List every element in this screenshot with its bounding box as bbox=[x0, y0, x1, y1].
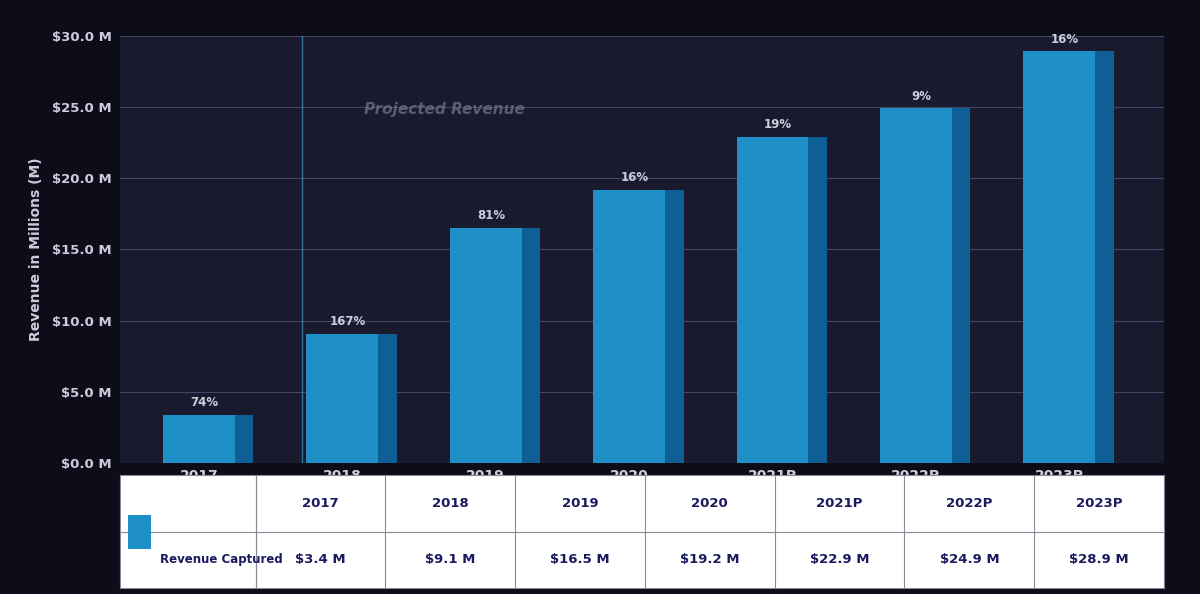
Text: Revenue Captured: Revenue Captured bbox=[160, 554, 282, 566]
Bar bbox=[306, 334, 378, 463]
Bar bbox=[450, 228, 522, 463]
Text: 81%: 81% bbox=[478, 210, 505, 222]
Polygon shape bbox=[952, 108, 971, 463]
Bar bbox=[880, 108, 952, 463]
Text: 9%: 9% bbox=[912, 90, 931, 103]
Polygon shape bbox=[522, 228, 540, 463]
Bar bbox=[1024, 51, 1096, 463]
Text: $24.9 M: $24.9 M bbox=[940, 554, 1000, 566]
Text: 2018: 2018 bbox=[432, 497, 469, 510]
Text: $22.9 M: $22.9 M bbox=[810, 554, 869, 566]
Text: 2021P: 2021P bbox=[816, 497, 863, 510]
Text: 74%: 74% bbox=[191, 396, 218, 409]
Polygon shape bbox=[378, 334, 397, 463]
Text: 16%: 16% bbox=[1051, 33, 1079, 46]
Polygon shape bbox=[1096, 51, 1114, 463]
Text: 16%: 16% bbox=[620, 171, 649, 184]
Text: $3.4 M: $3.4 M bbox=[295, 554, 346, 566]
Text: $19.2 M: $19.2 M bbox=[680, 554, 739, 566]
Text: Projected Revenue: Projected Revenue bbox=[364, 102, 524, 117]
Text: $16.5 M: $16.5 M bbox=[551, 554, 610, 566]
Text: 2017: 2017 bbox=[302, 497, 338, 510]
Text: 2023P: 2023P bbox=[1076, 497, 1122, 510]
Text: $28.9 M: $28.9 M bbox=[1069, 554, 1129, 566]
Text: $9.1 M: $9.1 M bbox=[425, 554, 475, 566]
Polygon shape bbox=[235, 415, 253, 463]
Y-axis label: Revenue in Millions (M): Revenue in Millions (M) bbox=[30, 157, 43, 342]
Bar bbox=[128, 514, 151, 549]
Text: 2020: 2020 bbox=[691, 497, 728, 510]
Bar bbox=[593, 189, 665, 463]
Text: 2019: 2019 bbox=[562, 497, 599, 510]
Text: 167%: 167% bbox=[330, 315, 366, 328]
Polygon shape bbox=[809, 137, 827, 463]
Bar bbox=[737, 137, 809, 463]
Polygon shape bbox=[665, 189, 684, 463]
Text: 2022P: 2022P bbox=[946, 497, 992, 510]
Text: 19%: 19% bbox=[764, 118, 792, 131]
Bar bbox=[163, 415, 235, 463]
